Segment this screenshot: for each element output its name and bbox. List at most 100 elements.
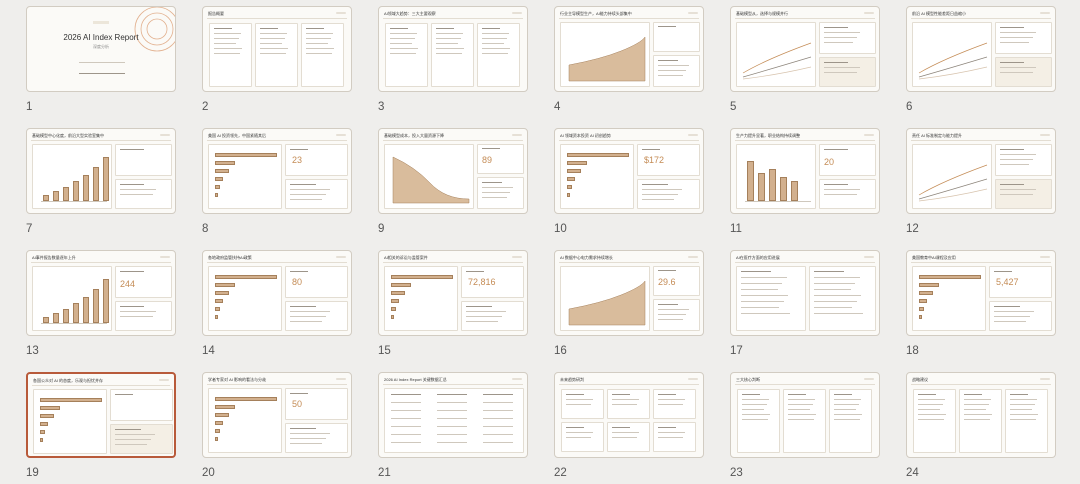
slide-thumbnail-6[interactable]: 前沿 AI 模型性能差距日益缩小 6	[906, 6, 1056, 118]
text-line	[642, 149, 660, 151]
text-line	[1000, 62, 1024, 64]
key-metric: $172	[644, 155, 665, 165]
slide-thumbnail-8[interactable]: 美国 AI 投资领先，中国紧随其后 23 8	[202, 128, 352, 240]
slide-thumbnail-14[interactable]: 各地政府监管扶持AI政策 80 14	[202, 250, 352, 362]
slide-thumbnail-18[interactable]: 美国教育中AI课程及应用 5,427 18	[906, 250, 1056, 362]
slide-number: 6	[906, 101, 913, 113]
slide-thumbnail-20[interactable]: 学者专家对 AI 影响的看法与分歧 50 20	[202, 372, 352, 484]
text-line	[482, 197, 507, 199]
chart-bar	[215, 397, 277, 401]
text-line	[260, 28, 278, 30]
slide-thumbnail-24[interactable]: 战略建议 24	[906, 372, 1056, 484]
text-line	[814, 295, 861, 297]
slide-number: 22	[554, 467, 567, 479]
text-line	[788, 419, 814, 421]
content-panel	[989, 301, 1052, 331]
key-metric: 29.6	[658, 277, 676, 287]
text-line	[814, 283, 855, 285]
chart-bar	[567, 161, 587, 165]
text-line	[642, 184, 669, 186]
content-panel	[115, 144, 172, 176]
slide-preview: 责任 AI 标准制定与能力提升	[906, 128, 1056, 214]
title-rule	[735, 18, 875, 19]
text-line	[306, 28, 324, 30]
slide-thumbnail-4[interactable]: 行业主导模型生产，AI能力持续头部集中 4	[554, 6, 704, 118]
text-line	[566, 427, 584, 429]
slide-preview: AI 数据中心电力需求持续增长 29.6	[554, 250, 704, 336]
text-line	[390, 43, 412, 45]
text-line	[824, 194, 857, 196]
cover-subtitle: 深度分析	[93, 44, 109, 49]
text-line	[1000, 154, 1037, 156]
text-line	[824, 149, 848, 151]
slide-preview: AI 领域资本投资 AI 初创趋势 $172	[554, 128, 704, 214]
content-panel: 72,816	[461, 266, 524, 298]
slide-thumbnail-23[interactable]: 三大核心判断 23	[730, 372, 880, 484]
text-line	[642, 189, 683, 191]
content-panel	[208, 388, 282, 453]
content-panel	[995, 22, 1052, 54]
chart-bar	[215, 169, 229, 173]
slide-number: 16	[554, 345, 567, 357]
text-line	[612, 427, 630, 429]
text-line	[1010, 404, 1035, 406]
key-metric: 244	[120, 279, 136, 289]
text-line	[742, 414, 771, 416]
slide-thumbnail-11[interactable]: 生产力提升显著，职业结构持续调整 20 11	[730, 128, 880, 240]
content-panel: 29.6	[653, 266, 700, 296]
chart-bar	[40, 398, 102, 402]
content-panel: $172	[637, 144, 700, 176]
slide-preview: 学者专家对 AI 影响的看法与分歧 50	[202, 372, 352, 458]
text-line	[742, 404, 767, 406]
slide-thumbnail-13[interactable]: AI事件报告数量逐年上升 244 13	[26, 250, 176, 362]
table-cell	[391, 418, 421, 420]
cover-tag	[93, 21, 109, 24]
text-line	[436, 48, 465, 50]
title-rule	[911, 384, 1051, 385]
text-line	[1010, 414, 1039, 416]
slide-thumbnail-17[interactable]: AI在医疗方面的应用进展 17	[730, 250, 880, 362]
title-rule	[911, 262, 1051, 263]
slide-thumbnail-21[interactable]: 2026 AI Index Report 关键数据汇总 21	[378, 372, 528, 484]
text-line	[918, 419, 944, 421]
text-line	[482, 187, 513, 189]
slide-number: 24	[906, 467, 919, 479]
text-line	[918, 409, 940, 411]
slide-thumbnail-1[interactable]: 2026 AI Index Report 深度分析 1	[26, 6, 176, 118]
chart-bar	[53, 191, 59, 201]
slide-thumbnail-2[interactable]: 报告概要 2	[202, 6, 352, 118]
slide-title: AI领域大趋势：三大主要观察	[384, 11, 436, 16]
table-cell	[391, 442, 421, 444]
slide-thumbnail-7[interactable]: 基础模型中心化度，前沿大型实验室集中 7	[26, 128, 176, 240]
chart-bar	[40, 414, 54, 418]
content-panel	[561, 389, 604, 419]
slide-logo	[1040, 12, 1050, 14]
x-axis	[41, 201, 107, 202]
content-panel	[301, 23, 344, 87]
slide-thumbnail-19[interactable]: 各国公众对 AI 的态度，乐观与担忧并存 19	[26, 372, 176, 484]
text-line	[79, 73, 125, 75]
text-line	[834, 419, 860, 421]
slide-thumbnail-10[interactable]: AI 领域资本投资 AI 初创趋势 $172 10	[554, 128, 704, 240]
slide-thumbnail-16[interactable]: AI 数据中心电力需求持续增长 29.6 16	[554, 250, 704, 362]
content-panel	[737, 389, 780, 453]
text-line	[290, 321, 323, 323]
chart-bar	[919, 283, 939, 287]
text-line	[658, 399, 686, 401]
text-line	[290, 433, 331, 435]
slide-thumbnail-3[interactable]: AI领域大趋势：三大主要观察 3	[378, 6, 528, 118]
content-panel	[208, 266, 282, 331]
slide-thumbnail-12[interactable]: 责任 AI 标准制定与能力提升 12	[906, 128, 1056, 240]
slide-thumbnail-5[interactable]: 基础模型从，选择与规模并行 5	[730, 6, 880, 118]
slide-number: 3	[378, 101, 385, 113]
text-line	[964, 414, 993, 416]
slide-thumbnail-9[interactable]: 基础模型成本，投入大量资源下降 89 9	[378, 128, 528, 240]
slide-title: 生产力提升显著，职业结构持续调整	[736, 133, 800, 138]
slide-thumbnail-15[interactable]: AI相关的诉讼与监管案件 72,816 15	[378, 250, 528, 362]
chart-bar	[567, 153, 629, 157]
chart-bar	[215, 193, 218, 197]
slide-thumbnail-22[interactable]: 未来趋势研判 22	[554, 372, 704, 484]
chart-bar	[391, 307, 396, 311]
chart-bar	[567, 193, 570, 197]
content-panel	[561, 422, 604, 452]
